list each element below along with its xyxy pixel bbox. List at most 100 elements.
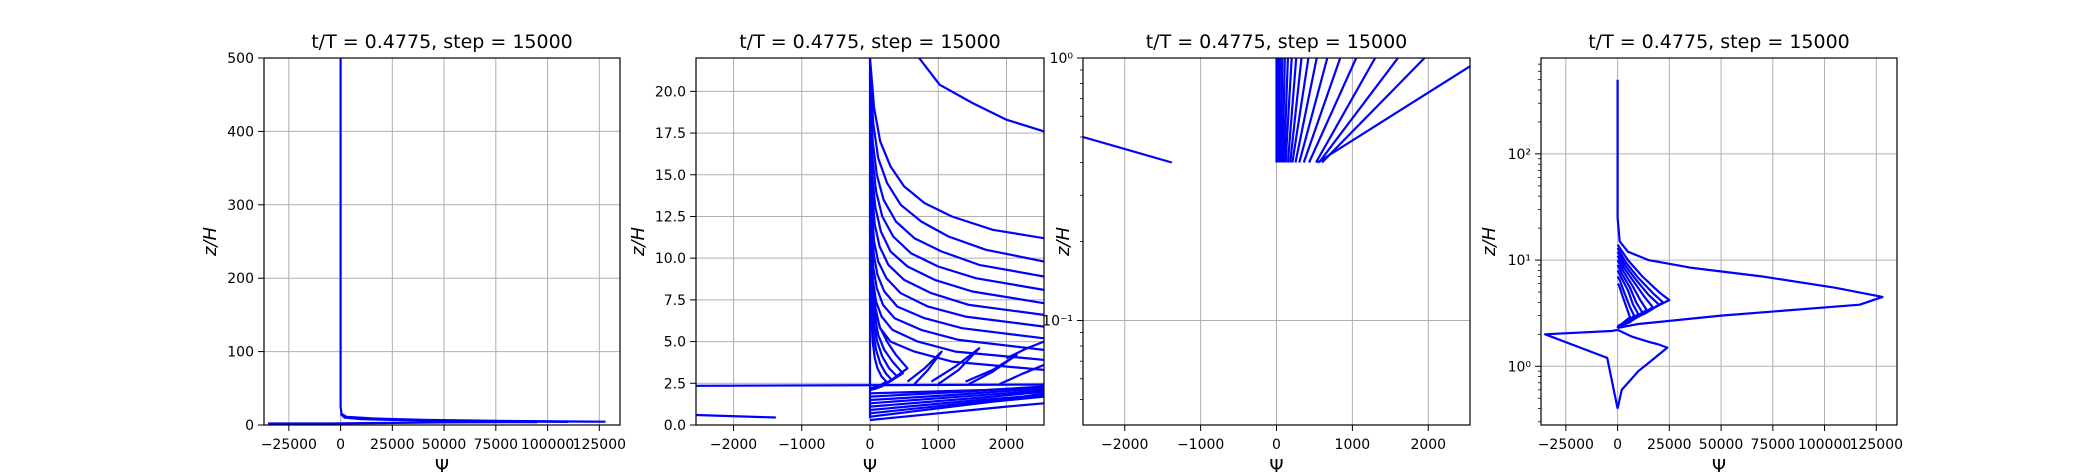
x-tick-label: 2000 bbox=[1410, 437, 1446, 453]
series-line-27 bbox=[869, 395, 1044, 418]
series-group bbox=[268, 58, 606, 425]
chart-title: t/T = 0.4775, step = 15000 bbox=[739, 31, 1001, 53]
series-line-29 bbox=[869, 393, 1044, 412]
series-line-3 bbox=[268, 421, 538, 425]
series-line-4 bbox=[918, 58, 1044, 133]
series-line-1 bbox=[1083, 135, 1173, 164]
series-line-15 bbox=[868, 224, 1044, 371]
plot-frame bbox=[1540, 57, 1898, 426]
y-tick-label: 17.5 bbox=[655, 126, 686, 142]
series-line-18 bbox=[1321, 58, 1426, 164]
x-tick-label: 0 bbox=[1613, 437, 1622, 453]
x-tick-label: 125000 bbox=[573, 437, 626, 453]
chart-title: t/T = 0.4775, step = 15000 bbox=[1146, 31, 1408, 53]
series-line-10 bbox=[1289, 58, 1303, 163]
y-axis-label: z/H bbox=[1053, 227, 1074, 258]
series-line-2 bbox=[1543, 328, 1619, 409]
series-line-11 bbox=[1291, 58, 1310, 163]
y-tick-label: 2.5 bbox=[664, 376, 686, 392]
series-line-12 bbox=[1616, 328, 1669, 409]
y-tick-label: 10² bbox=[1508, 147, 1531, 163]
y-tick-label: 10⁰ bbox=[1508, 359, 1532, 375]
y-tick-label: 5.0 bbox=[664, 335, 686, 351]
y-axis-label: z/H bbox=[628, 227, 649, 258]
series-line-23 bbox=[965, 353, 1018, 386]
y-axis-label: z/H bbox=[1479, 227, 1500, 258]
x-tick-label: 2000 bbox=[989, 437, 1025, 453]
y-tick-label: 0 bbox=[245, 418, 254, 434]
chart-panel-3: −2000 −1000 0 1000 2000 10⁻¹ 10⁰ t/T = 0.4775, … bbox=[1042, 31, 1471, 475]
series-line-12 bbox=[1294, 58, 1318, 163]
series-group bbox=[1083, 58, 1470, 164]
x-tick-label: 125000 bbox=[1850, 437, 1903, 453]
chart-title: t/T = 0.4775, step = 15000 bbox=[311, 31, 573, 53]
series-line-30 bbox=[869, 390, 1044, 408]
series-line-13 bbox=[1298, 58, 1329, 163]
x-tick-label: 100000 bbox=[521, 437, 574, 453]
x-axis-label: Ψ bbox=[1269, 456, 1283, 475]
y-tick-label: 400 bbox=[227, 124, 254, 140]
series-line-10 bbox=[868, 141, 1044, 316]
x-tick-label: 50000 bbox=[1699, 437, 1744, 453]
x-tick-label: 100000 bbox=[1798, 437, 1851, 453]
series-line-6 bbox=[868, 74, 1044, 263]
x-tick-label: 50000 bbox=[422, 437, 467, 453]
x-axis-label: Ψ bbox=[1712, 456, 1726, 475]
y-tick-label: 200 bbox=[227, 271, 254, 287]
series-line-1 bbox=[339, 58, 606, 423]
series-line-21 bbox=[906, 350, 943, 385]
series-line-8 bbox=[1284, 58, 1293, 163]
series-group bbox=[696, 58, 1044, 422]
series-group bbox=[1543, 79, 1884, 409]
x-tick-label: −1000 bbox=[778, 437, 825, 453]
series-line-6 bbox=[1281, 58, 1286, 163]
series-line-15 bbox=[1308, 58, 1358, 163]
x-tick-label: 25000 bbox=[370, 437, 415, 453]
x-tick-label: −2000 bbox=[1101, 437, 1148, 453]
series-line-22 bbox=[930, 347, 981, 386]
y-tick-label: 10⁰ bbox=[1050, 51, 1074, 67]
plot-frame bbox=[263, 57, 621, 426]
y-tick-label: 12.5 bbox=[655, 209, 686, 225]
x-axis-label: Ψ bbox=[435, 456, 449, 475]
y-tick-label: 20.0 bbox=[655, 84, 686, 100]
series-line-17 bbox=[1318, 58, 1399, 164]
chart-panel-2: −2000 −1000 0 1000 2000 0.0 2.5 5.0 7.5 10.0 12.5 1… bbox=[628, 31, 1045, 475]
series-line-25 bbox=[1006, 340, 1044, 360]
series-line-8 bbox=[868, 107, 1044, 291]
y-tick-label: 7.5 bbox=[664, 293, 686, 309]
x-tick-label: −25000 bbox=[1538, 437, 1594, 453]
series-line-31 bbox=[869, 388, 1044, 405]
series-line-7 bbox=[868, 91, 1044, 278]
series-line-16 bbox=[1315, 58, 1377, 164]
series-line-11 bbox=[868, 158, 1044, 328]
series-line-14 bbox=[1302, 58, 1342, 163]
x-tick-label: 75000 bbox=[474, 437, 519, 453]
x-tick-label: 75000 bbox=[1751, 437, 1796, 453]
series-line-7 bbox=[1283, 58, 1289, 163]
series-line-14 bbox=[868, 208, 1044, 361]
series-line-5 bbox=[868, 58, 1044, 240]
y-tick-label: 100 bbox=[227, 345, 254, 361]
x-tick-label: −25000 bbox=[261, 437, 317, 453]
series-line-11 bbox=[1616, 282, 1632, 329]
y-tick-label: 10⁻¹ bbox=[1042, 314, 1073, 330]
series-line-20 bbox=[868, 274, 888, 391]
series-line-5 bbox=[1280, 58, 1284, 163]
x-tick-label: 0 bbox=[866, 437, 875, 453]
series-line-26 bbox=[869, 402, 1044, 422]
series-line-19 bbox=[1316, 65, 1470, 164]
series-line-3 bbox=[696, 413, 776, 419]
y-tick-label: 15.0 bbox=[655, 168, 686, 184]
y-axis-label: z/H bbox=[200, 227, 221, 258]
x-tick-label: 0 bbox=[336, 437, 345, 453]
y-tick-label: 0.0 bbox=[664, 418, 686, 434]
y-tick-label: 10¹ bbox=[1508, 253, 1531, 269]
x-tick-label: −2000 bbox=[710, 437, 757, 453]
x-tick-label: −1000 bbox=[1177, 437, 1224, 453]
series-line-34 bbox=[869, 385, 1044, 395]
x-tick-label: 25000 bbox=[1647, 437, 1692, 453]
